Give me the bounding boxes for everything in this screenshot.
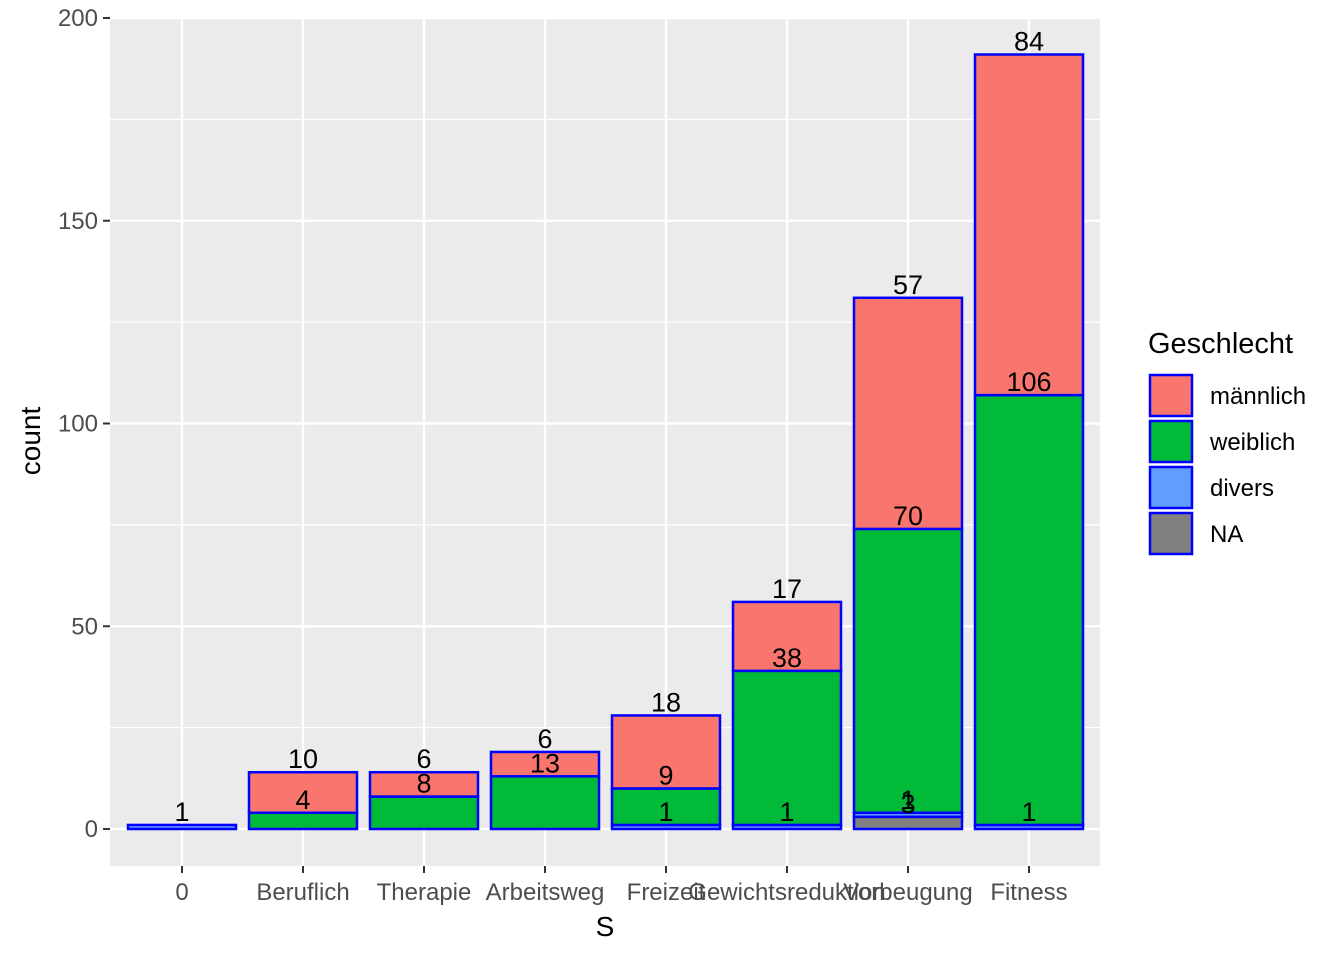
bar-segment bbox=[126, 823, 238, 831]
bar-value-label: 17 bbox=[772, 574, 802, 604]
y-tick-label: 0 bbox=[85, 816, 98, 843]
bar-value-label: 9 bbox=[658, 760, 673, 790]
bar-value-label: 13 bbox=[530, 748, 560, 778]
bar-value-label: 1 bbox=[174, 797, 189, 827]
y-axis-title: count bbox=[15, 407, 46, 476]
bar-segment bbox=[368, 770, 480, 798]
bar-segment bbox=[368, 795, 480, 831]
legend-swatch bbox=[1148, 511, 1194, 556]
bar-value-label: 6 bbox=[416, 744, 431, 774]
legend: Geschlecht männlich weiblich divers NA bbox=[1148, 328, 1306, 556]
bar-value-label: 57 bbox=[893, 270, 923, 300]
x-tick-label: Therapie bbox=[377, 879, 472, 906]
bar-segment bbox=[852, 527, 964, 815]
bar-segment bbox=[247, 770, 359, 815]
legend-label: weiblich bbox=[1209, 429, 1295, 456]
x-axis: 0 Beruflich Therapie Arbeitsweg FreizeitGewi… bbox=[175, 866, 1068, 906]
x-tick-label: Gewichtsreduktion bbox=[688, 879, 885, 906]
bar-segment bbox=[973, 53, 1085, 397]
x-tick-label: 0 bbox=[175, 879, 188, 906]
bar-segment bbox=[852, 296, 964, 531]
bar-segment bbox=[489, 775, 601, 831]
bar-value-label: 38 bbox=[772, 643, 802, 673]
legend-label: männlich bbox=[1210, 383, 1306, 410]
bar-value-label: 4 bbox=[295, 785, 310, 815]
y-axis: 0 50 100 150 200 bbox=[58, 5, 110, 843]
bar-value-label: 18 bbox=[651, 687, 681, 717]
legend-swatch bbox=[1148, 419, 1194, 464]
bars bbox=[126, 53, 1085, 831]
bar-value-label: 8 bbox=[416, 769, 431, 799]
legend-title: Geschlecht bbox=[1148, 328, 1293, 360]
bar-segment bbox=[489, 750, 601, 778]
bar-segment bbox=[973, 393, 1085, 827]
bar-value-label: 3 bbox=[900, 789, 915, 819]
y-tick-label: 100 bbox=[58, 411, 98, 438]
bar-segment bbox=[731, 600, 843, 673]
bar-value-label: 1 bbox=[1021, 797, 1036, 827]
bar-value-label: 6 bbox=[537, 724, 552, 754]
bar-value-label: 84 bbox=[1014, 26, 1044, 56]
x-tick-label: Vorbeugung bbox=[843, 879, 972, 906]
legend-items: männlich weiblich divers NA bbox=[1148, 373, 1306, 556]
x-tick-label: Freizeit bbox=[627, 879, 706, 906]
bar-segment bbox=[610, 787, 722, 827]
bar-value-label: 1 bbox=[779, 797, 794, 827]
legend-swatch bbox=[1148, 373, 1194, 418]
x-tick-label: Fitness bbox=[990, 879, 1067, 906]
major-gridlines bbox=[110, 16, 1100, 866]
bar-segment bbox=[247, 811, 359, 831]
legend-swatch bbox=[1148, 465, 1194, 510]
bar-value-label: 106 bbox=[1006, 367, 1051, 397]
x-axis-title: S bbox=[596, 911, 615, 942]
y-tick-label: 200 bbox=[58, 5, 98, 32]
x-tick-label: Arbeitsweg bbox=[486, 879, 605, 906]
bar-value-label: 70 bbox=[893, 501, 923, 531]
legend-label: divers bbox=[1210, 475, 1274, 502]
bar-value-label: 1 bbox=[658, 797, 673, 827]
bar-segment bbox=[731, 669, 843, 827]
bar-value-label: 10 bbox=[288, 744, 318, 774]
legend-label: NA bbox=[1210, 521, 1243, 548]
bar-value-label: 1 bbox=[900, 785, 915, 815]
y-tick-label: 150 bbox=[58, 208, 98, 235]
bar-segment bbox=[610, 714, 722, 790]
y-tick-label: 50 bbox=[71, 613, 98, 640]
x-tick-label: Beruflich bbox=[256, 879, 349, 906]
